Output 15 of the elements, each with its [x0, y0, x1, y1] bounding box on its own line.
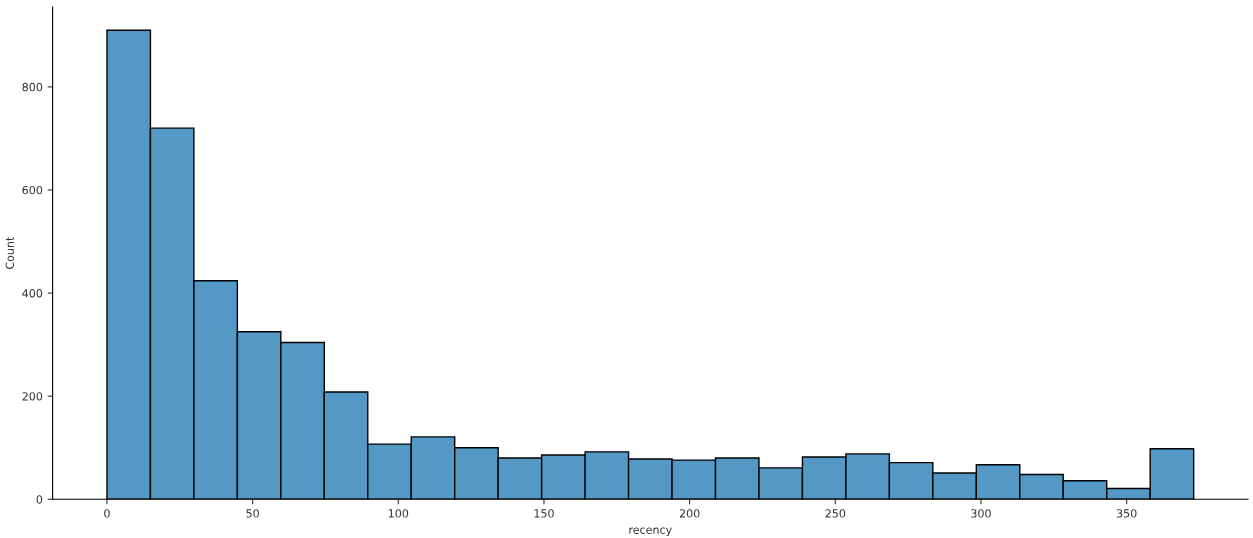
x-tick-label: 0 [104, 509, 110, 518]
y-tick-label: 400 [22, 289, 43, 298]
x-axis-title: recency [629, 527, 672, 537]
y-tick-label: 600 [22, 185, 43, 195]
x-tick-label: 300 [971, 509, 991, 518]
y-tick-label: 0 [36, 495, 43, 504]
x-tick-label: 50 [246, 509, 259, 518]
x-tick-label: 250 [825, 509, 846, 518]
y-tick-label: 200 [22, 392, 43, 401]
x-tick-label: 200 [679, 509, 700, 518]
x-tick-label: 350 [1116, 509, 1137, 518]
x-tick-label: 150 [534, 509, 554, 518]
y-tick-label: 800 [22, 82, 43, 92]
y-axis-title: Count [5, 236, 14, 269]
x-tick-label: 100 [388, 509, 409, 518]
